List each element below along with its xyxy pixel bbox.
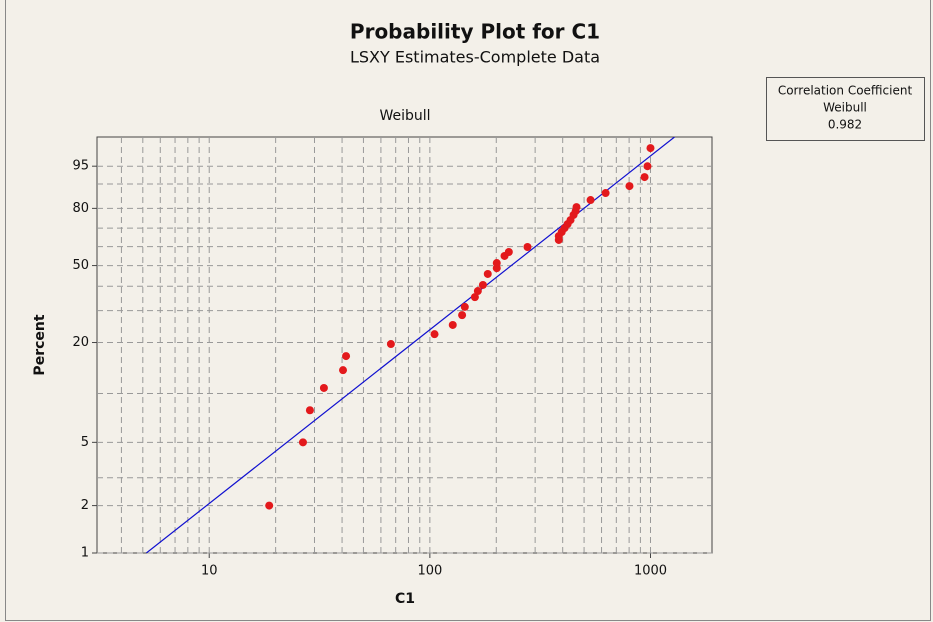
y-tick-label: 50 (72, 258, 89, 273)
x-tick-label: 10 (201, 564, 218, 579)
data-point (492, 259, 501, 268)
data-point (460, 302, 469, 311)
data-point (640, 173, 649, 182)
data-point (643, 162, 652, 171)
y-tick-label: 1 (81, 546, 89, 561)
data-point (458, 311, 467, 320)
info-text: Weibull (823, 101, 867, 115)
y-tick-label: 2 (81, 498, 89, 513)
data-point (430, 330, 439, 339)
data-point (339, 366, 348, 375)
data-point (523, 242, 532, 251)
x-tick-label: 1000 (634, 564, 667, 579)
plot-area (96, 136, 713, 554)
data-point (386, 340, 395, 349)
data-point (601, 189, 610, 198)
data-point (646, 144, 655, 153)
y-tick-label: 20 (72, 335, 89, 350)
data-point (305, 406, 314, 415)
data-point (265, 501, 274, 510)
data-point (473, 287, 482, 296)
data-point (470, 293, 479, 302)
x-axis-label: C1 (395, 591, 415, 607)
frame (5, 0, 931, 621)
fit-line (146, 137, 675, 553)
distribution-label: Weibull (379, 108, 430, 124)
y-tick-label: 5 (81, 435, 89, 450)
x-tick-label: 100 (417, 564, 442, 579)
data-point (586, 196, 595, 205)
data-point (448, 320, 457, 329)
data-point (483, 269, 492, 278)
data-point (478, 280, 487, 289)
info-box (766, 77, 925, 141)
data-point (572, 203, 581, 212)
info-text: 0.982 (828, 118, 862, 132)
data-point (319, 383, 328, 392)
y-axis-label: Percent (32, 314, 48, 375)
info-text: Correlation Coefficient (778, 84, 913, 98)
chart-subtitle: LSXY Estimates-Complete Data (350, 48, 600, 67)
data-point (342, 352, 351, 361)
chart-title: Probability Plot for C1 (350, 20, 600, 44)
data-point (504, 248, 513, 257)
y-tick-label: 95 (72, 159, 89, 174)
data-point (298, 438, 307, 447)
data-point (625, 182, 634, 191)
y-tick-label: 80 (72, 201, 89, 216)
